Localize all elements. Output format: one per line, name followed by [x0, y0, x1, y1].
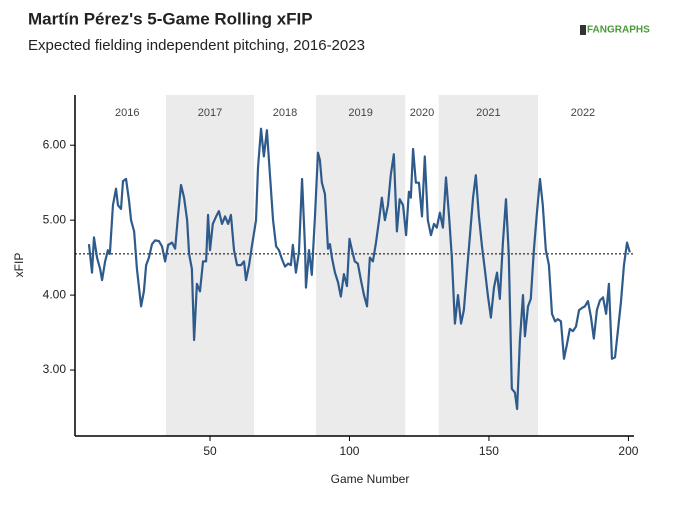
x-tick-label: 50 — [203, 444, 217, 458]
y-axis-label: xFIP — [12, 253, 26, 278]
chart-subtitle: Expected fielding independent pitching, … — [28, 37, 365, 54]
season-band — [438, 95, 539, 436]
x-tick-label: 150 — [479, 444, 499, 458]
x-axis-label: Game Number — [331, 472, 410, 486]
season-label: 2019 — [348, 107, 372, 119]
season-label: 2018 — [273, 107, 297, 119]
y-tick-label: 6.00 — [43, 137, 67, 151]
logo: FANGRAPHS — [580, 25, 650, 36]
y-tick-label: 3.00 — [43, 362, 67, 376]
season-label: 2020 — [410, 107, 434, 119]
season-label: 2017 — [198, 107, 222, 119]
season-band — [316, 95, 406, 436]
logo-text: FANGRAPHS — [587, 25, 650, 36]
xfip-line — [87, 127, 631, 411]
y-tick-label: 5.00 — [43, 212, 67, 226]
x-tick-label: 200 — [618, 444, 638, 458]
y-tick-label: 4.00 — [43, 287, 67, 301]
logo-icon — [580, 25, 586, 35]
season-label: 2022 — [571, 107, 595, 119]
season-label: 2021 — [476, 107, 500, 119]
x-tick-label: 100 — [339, 444, 359, 458]
season-label: 2016 — [115, 107, 139, 119]
chart-title: Martín Pérez's 5-Game Rolling xFIP — [28, 9, 313, 28]
